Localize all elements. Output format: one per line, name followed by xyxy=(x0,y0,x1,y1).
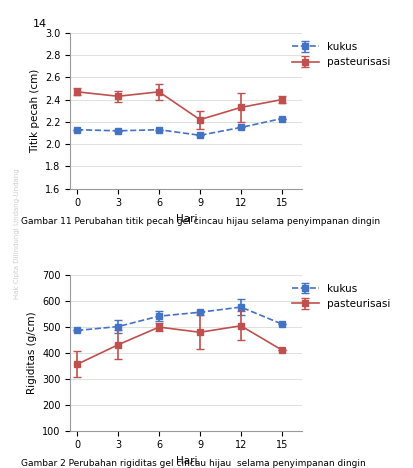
Text: Gambar 2 Perubahan rigiditas gel cincau hijau  selama penyimpanan dingin: Gambar 2 Perubahan rigiditas gel cincau … xyxy=(21,459,365,468)
Text: Gambar 11 Perubahan titik pecah gel cincau hijau selama penyimpanan dingin: Gambar 11 Perubahan titik pecah gel cinc… xyxy=(21,217,379,226)
Legend: kukus, pasteurisasi: kukus, pasteurisasi xyxy=(287,38,394,72)
Text: 14: 14 xyxy=(33,19,47,29)
X-axis label: Hari: Hari xyxy=(175,456,197,466)
Y-axis label: Rigiditas (g/cm): Rigiditas (g/cm) xyxy=(26,311,36,394)
Text: Hak Cipta Dilindungi Undang-Undang: Hak Cipta Dilindungi Undang-Undang xyxy=(14,168,19,300)
Legend: kukus, pasteurisasi: kukus, pasteurisasi xyxy=(287,280,394,313)
X-axis label: Hari: Hari xyxy=(175,214,197,224)
Y-axis label: Titik pecah (cm): Titik pecah (cm) xyxy=(30,69,40,153)
